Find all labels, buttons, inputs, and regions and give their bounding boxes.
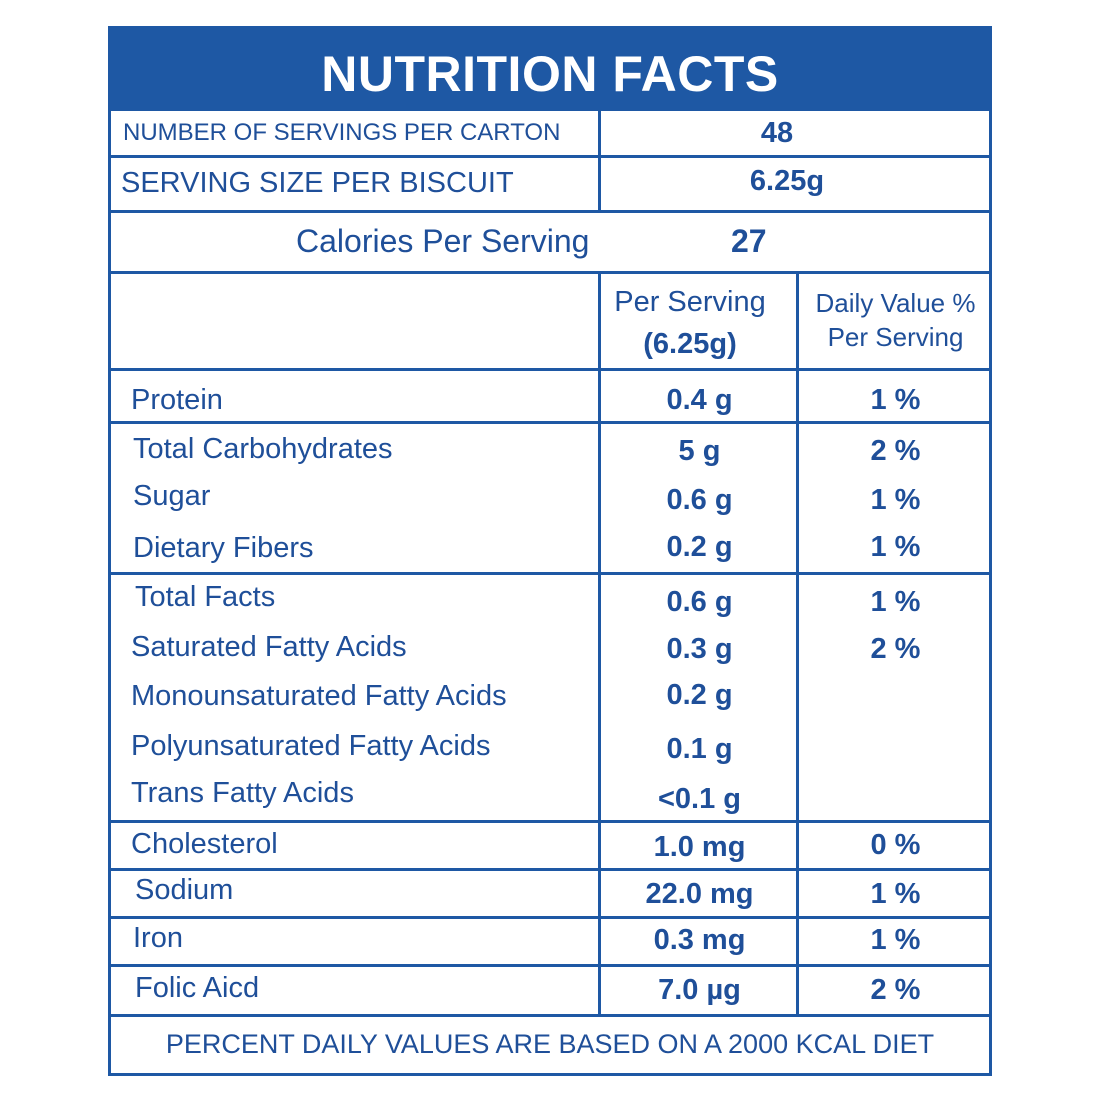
- daily-value-header: Daily Value % Per Serving: [799, 286, 992, 354]
- nutrition-label: NUTRITION FACTS NUMBER OF SERVINGS PER C…: [108, 26, 992, 1076]
- nutrient-dv: 1 %: [870, 484, 921, 516]
- nutrient-amount: 0.3 g: [666, 633, 733, 665]
- nutrient-dv: 1 %: [870, 384, 921, 416]
- per-serving-header-line1: Per Serving: [614, 286, 766, 318]
- nutrient-amount: 0.1 g: [666, 733, 733, 765]
- servings-per-carton-label: NUMBER OF SERVINGS PER CARTON: [123, 119, 561, 146]
- serving-size-label: SERVING SIZE PER BISCUIT: [121, 167, 514, 199]
- nutrient-dv: 2 %: [870, 633, 921, 665]
- nutrient-dv: 2 %: [870, 435, 921, 467]
- nutrient-name: Polyunsaturated Fatty Acids: [131, 730, 491, 762]
- servings-per-carton-value: 48: [760, 117, 794, 149]
- nutrient-name: Iron: [133, 922, 183, 954]
- serving-size-value: 6.25g: [749, 165, 825, 197]
- nutrient-name: Dietary Fibers: [133, 532, 314, 564]
- nutrient-name: Cholesterol: [131, 828, 278, 860]
- nutrient-amount: 0.2 g: [666, 531, 733, 563]
- nutrient-amount: 22.0 mg: [645, 878, 754, 910]
- nutrient-dv: 2 %: [870, 974, 921, 1006]
- calories-value: 27: [731, 223, 767, 259]
- divider: [111, 916, 989, 919]
- divider: [111, 210, 989, 213]
- nutrient-name: Saturated Fatty Acids: [131, 631, 407, 663]
- daily-value-header-line2: Per Serving: [827, 322, 964, 352]
- calories-label: Calories Per Serving: [296, 223, 590, 259]
- nutrient-dv: 1 %: [870, 878, 921, 910]
- nutrient-name: Sugar: [133, 480, 211, 512]
- divider: [111, 964, 989, 967]
- divider: [598, 271, 601, 1016]
- nutrient-amount: 1.0 mg: [653, 831, 746, 863]
- nutrient-name: Sodium: [135, 874, 234, 906]
- divider: [111, 421, 989, 424]
- nutrient-amount: <0.1 g: [657, 783, 742, 815]
- per-serving-header: Per Serving (6.25g): [601, 281, 779, 365]
- nutrient-amount: 0.6 g: [666, 586, 733, 618]
- label-title: NUTRITION FACTS: [111, 29, 989, 111]
- divider: [111, 155, 989, 158]
- daily-value-header-line1: Daily Value %: [815, 288, 976, 318]
- nutrient-amount: 0.4 g: [666, 384, 733, 416]
- divider: [111, 820, 989, 823]
- nutrient-amount: 0.2 g: [666, 679, 733, 711]
- divider: [111, 271, 989, 274]
- nutrient-amount: 0.6 g: [666, 484, 733, 516]
- divider: [796, 271, 799, 1016]
- nutrient-dv: 1 %: [870, 586, 921, 618]
- nutrient-name: Total Facts: [135, 581, 276, 613]
- nutrient-name: Protein: [131, 384, 223, 416]
- nutrient-amount: 5 g: [678, 435, 721, 467]
- nutrient-dv: 1 %: [870, 531, 921, 563]
- divider: [598, 111, 601, 213]
- nutrient-dv: 0 %: [870, 829, 921, 861]
- per-serving-header-line2: (6.25g): [643, 328, 737, 360]
- nutrient-amount: 0.3 mg: [653, 924, 746, 956]
- divider: [111, 868, 989, 871]
- nutrient-name: Folic Aicd: [135, 972, 260, 1004]
- footer-note: PERCENT DAILY VALUES ARE BASED ON A 2000…: [165, 1029, 935, 1059]
- divider: [111, 572, 989, 575]
- nutrient-amount: 7.0 µg: [658, 974, 741, 1006]
- divider: [111, 1014, 989, 1017]
- nutrient-name: Total Carbohydrates: [133, 433, 393, 465]
- nutrient-dv: 1 %: [870, 924, 921, 956]
- divider: [111, 368, 989, 371]
- nutrient-name: Trans Fatty Acids: [131, 777, 354, 809]
- nutrient-name: Monounsaturated Fatty Acids: [131, 680, 507, 712]
